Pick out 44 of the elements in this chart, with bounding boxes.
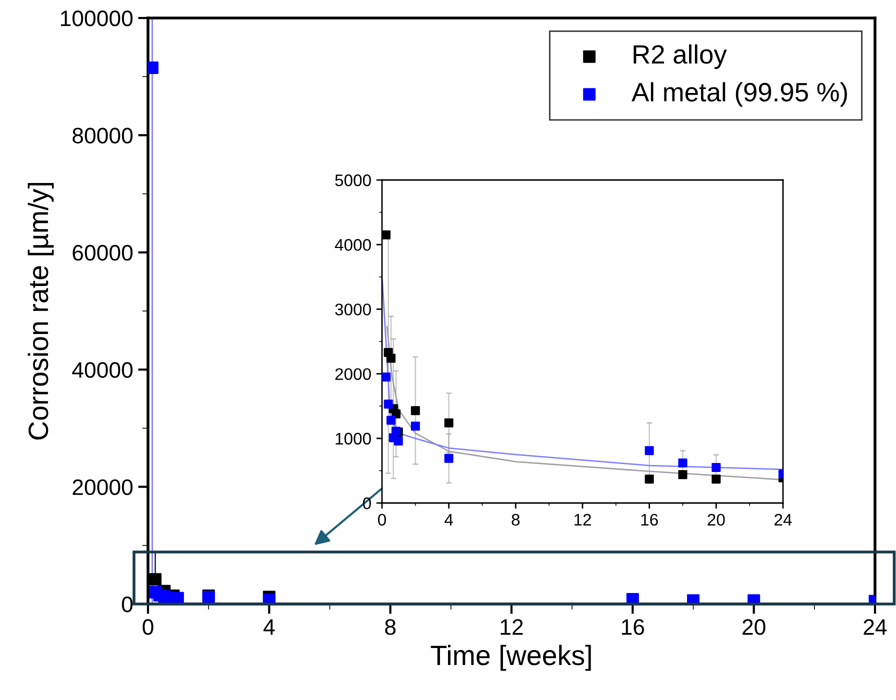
y-tick-label: 20000 — [72, 479, 133, 496]
x-tick-label: 12 — [500, 619, 523, 635]
point — [712, 462, 721, 472]
y-tick-label: 2000 — [335, 368, 371, 380]
x-tick-label: 24 — [864, 619, 887, 635]
point — [386, 416, 396, 425]
point — [149, 573, 162, 586]
point — [678, 470, 688, 480]
x-tick-label: 16 — [622, 619, 644, 635]
y-tick-label: 3000 — [335, 304, 371, 316]
x-tick-label: 24 — [774, 514, 792, 526]
point — [394, 436, 403, 446]
point — [382, 372, 391, 382]
y-tick-label: 5000 — [335, 174, 371, 186]
y-tick-label: 4000 — [334, 239, 371, 251]
x-tick-label: 4 — [444, 514, 453, 526]
x-tick-label: 8 — [385, 619, 396, 635]
x-tick-label: 4 — [264, 619, 275, 635]
y-tick-label: 40000 — [72, 362, 133, 378]
x-tick-label: 0 — [142, 619, 154, 635]
x-tick-label: 20 — [742, 619, 766, 635]
point — [678, 458, 688, 468]
y-tick-label: 60000 — [72, 244, 133, 261]
point — [644, 474, 654, 484]
y-tick-label: 80000 — [72, 128, 133, 144]
y-axis-title: Corrosion rate [µm/y] — [28, 183, 54, 440]
x-tick-label: 16 — [641, 514, 658, 526]
point — [410, 406, 420, 416]
x-tick-label: 0 — [378, 514, 386, 526]
point — [386, 354, 396, 363]
point — [410, 422, 420, 431]
point — [444, 418, 454, 428]
point — [712, 474, 721, 484]
y-tick-label: 1000 — [336, 432, 371, 445]
legend-label: R2 alloy — [634, 44, 727, 69]
x-tick-label: 12 — [574, 514, 591, 526]
legend-label: Al metal (99.95 %) — [632, 82, 847, 107]
x-axis-title: Time [weeks] — [430, 644, 591, 671]
y-tick-label: 100000 — [60, 10, 133, 26]
x-tick-label: 8 — [512, 514, 520, 526]
x-tick-label: 20 — [708, 514, 725, 526]
y-tick-label: 0 — [122, 596, 133, 612]
point — [644, 446, 654, 456]
point — [392, 409, 401, 418]
